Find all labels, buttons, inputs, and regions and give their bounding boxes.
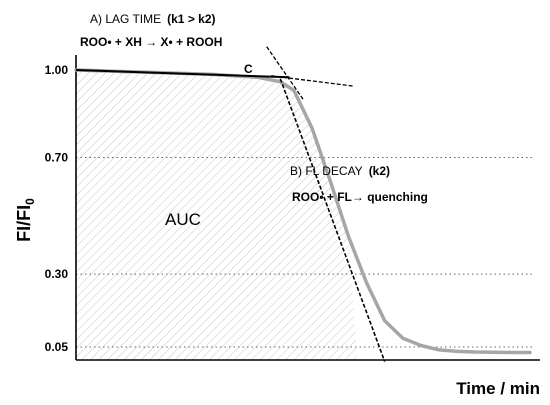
y-tick-label: 0.30 xyxy=(45,267,69,281)
point-c-label: C xyxy=(244,62,253,76)
y-axis-label: FI/FI0 xyxy=(14,198,37,242)
decay-extension-line xyxy=(266,46,304,100)
auc-area xyxy=(76,70,358,360)
x-axis-label: Time / min xyxy=(456,379,540,398)
lag-time-annotation: A) LAG TIME (k1 > k2) xyxy=(90,12,216,26)
fl-decay-annotation: B) FL DECAY (k2) xyxy=(290,164,390,178)
y-tick-label: 0.70 xyxy=(45,150,69,164)
decay-equation: ROO• + FL→ quenching xyxy=(292,190,428,204)
lag-time-line xyxy=(75,69,290,79)
lag-equation: ROO• + XH → X• + ROOH xyxy=(80,35,222,49)
y-tick-labels: 1.00 0.70 0.30 0.05 xyxy=(45,63,69,354)
lag-extension-line xyxy=(271,75,354,87)
y-tick-label: 1.00 xyxy=(45,63,69,77)
gridlines xyxy=(76,156,535,348)
decay-tangent-line xyxy=(279,78,386,362)
y-tick-label: 0.05 xyxy=(45,340,69,354)
auc-label: AUC xyxy=(165,210,201,229)
